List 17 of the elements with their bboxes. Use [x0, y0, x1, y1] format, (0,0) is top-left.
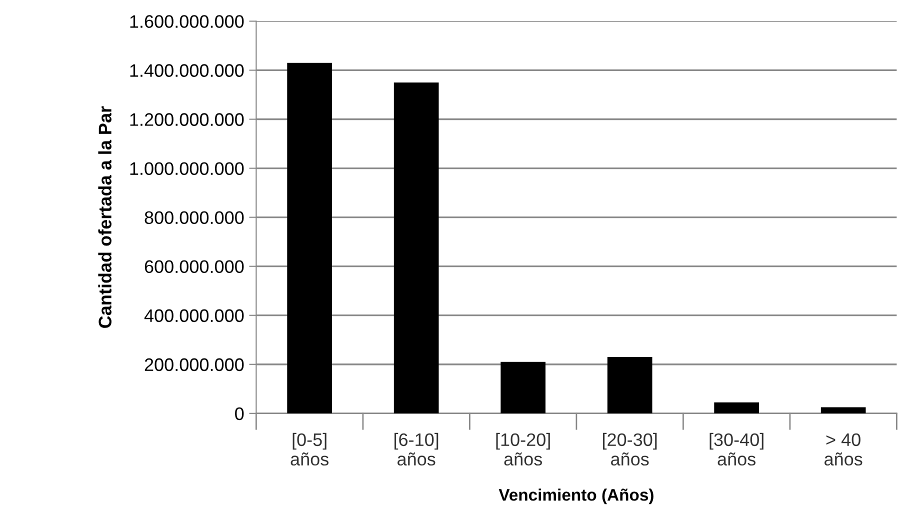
y-tick-label: 0	[235, 407, 244, 420]
y-tick-label: 600.000.000	[144, 260, 244, 274]
y-tick-label: 400.000.000	[144, 309, 244, 322]
x-tick-label: [0-5] años	[290, 432, 328, 466]
x-tick-label: [30-40] años	[710, 432, 764, 466]
y-tick-label: 1.200.000.000	[130, 113, 244, 126]
y-tick-label: 1.600.000.000	[130, 15, 244, 28]
x-axis-title: Vencimiento (Años)	[498, 488, 654, 504]
x-tick-label: [6-10] años	[394, 432, 438, 466]
x-tick-label: [20-30] años	[603, 432, 657, 466]
y-axis-title: Cantidad ofertada a la Par	[98, 106, 112, 328]
y-tick-label: 1.400.000.000	[130, 64, 244, 77]
x-tick-label: [10-20] años	[496, 432, 550, 466]
y-tick-label: 800.000.000	[144, 211, 244, 224]
x-tick-label: > 40 años	[824, 433, 862, 466]
y-tick-label: 1.000.000.000	[130, 162, 244, 175]
y-tick-label: 200.000.000	[144, 358, 244, 372]
